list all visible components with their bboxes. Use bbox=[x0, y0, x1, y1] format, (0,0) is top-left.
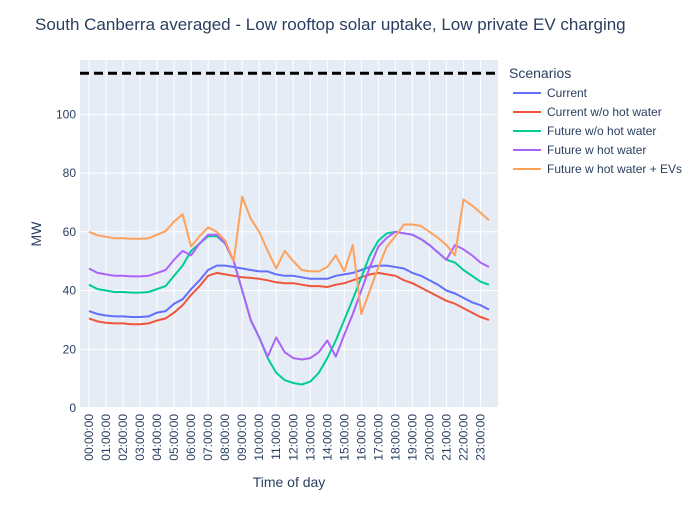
series-line bbox=[88, 264, 490, 318]
chart-title: South Canberra averaged - Low rooftop so… bbox=[35, 15, 626, 34]
legend-items: Current Current w/o hot water Future w/o h… bbox=[513, 86, 682, 176]
x-tick-label: 18:00:00 bbox=[388, 414, 402, 461]
x-tick-label: 23:00:00 bbox=[473, 414, 487, 461]
x-tick-label: 21:00:00 bbox=[439, 414, 453, 461]
y-tick-label: 40 bbox=[63, 284, 77, 298]
x-tick-label: 12:00:00 bbox=[286, 414, 300, 461]
x-tick-label: 22:00:00 bbox=[456, 414, 470, 461]
x-tick-label: 16:00:00 bbox=[354, 414, 368, 461]
x-tick-label: 09:00:00 bbox=[235, 414, 249, 461]
x-tick-label: 15:00:00 bbox=[337, 414, 351, 461]
legend-label[interactable]: Future w hot water bbox=[547, 143, 646, 157]
x-axis-label: Time of day bbox=[253, 474, 326, 490]
series-line bbox=[88, 230, 490, 361]
x-tick-label: 03:00:00 bbox=[133, 414, 147, 461]
x-tick-label: 10:00:00 bbox=[252, 414, 266, 461]
legend-label[interactable]: Future w/o hot water bbox=[547, 124, 656, 138]
legend-title: Scenarios bbox=[509, 65, 571, 81]
x-tick-label: 04:00:00 bbox=[150, 414, 164, 461]
legend: Scenarios Current Current w/o hot water Fu… bbox=[509, 65, 682, 176]
y-tick-label: 20 bbox=[63, 342, 77, 356]
x-tick-label: 17:00:00 bbox=[371, 414, 385, 461]
x-tick-label: 00:00:00 bbox=[82, 414, 96, 461]
series-line bbox=[88, 271, 490, 326]
x-tick-label: 08:00:00 bbox=[218, 414, 232, 461]
y-axis-label: MW bbox=[28, 221, 44, 247]
x-axis-ticks: 00:00:00 01:00:00 02:00:00 03:00:00 04:00:00… bbox=[82, 414, 487, 461]
x-tick-label: 11:00:00 bbox=[269, 414, 283, 460]
y-tick-label: 60 bbox=[63, 225, 77, 239]
y-axis-ticks: 0 20 40 60 80 100 bbox=[56, 107, 76, 415]
series-group bbox=[88, 195, 490, 386]
plot-area bbox=[80, 60, 498, 408]
x-tick-label: 20:00:00 bbox=[422, 414, 436, 461]
y-tick-label: 80 bbox=[63, 166, 77, 180]
x-tick-label: 02:00:00 bbox=[116, 414, 130, 461]
x-tick-label: 06:00:00 bbox=[184, 414, 198, 461]
x-tick-label: 01:00:00 bbox=[99, 414, 113, 461]
legend-label[interactable]: Future w hot water + EVs bbox=[547, 162, 682, 176]
legend-label[interactable]: Current w/o hot water bbox=[547, 105, 662, 119]
x-tick-label: 05:00:00 bbox=[167, 414, 181, 461]
x-tick-label: 13:00:00 bbox=[303, 414, 317, 461]
x-tick-label: 07:00:00 bbox=[201, 414, 215, 461]
x-tick-label: 14:00:00 bbox=[320, 414, 334, 461]
legend-label[interactable]: Current bbox=[547, 86, 588, 100]
y-tick-label: 0 bbox=[69, 401, 76, 415]
x-tick-label: 19:00:00 bbox=[405, 414, 419, 461]
y-tick-label: 100 bbox=[56, 107, 76, 121]
series-line bbox=[88, 195, 490, 315]
